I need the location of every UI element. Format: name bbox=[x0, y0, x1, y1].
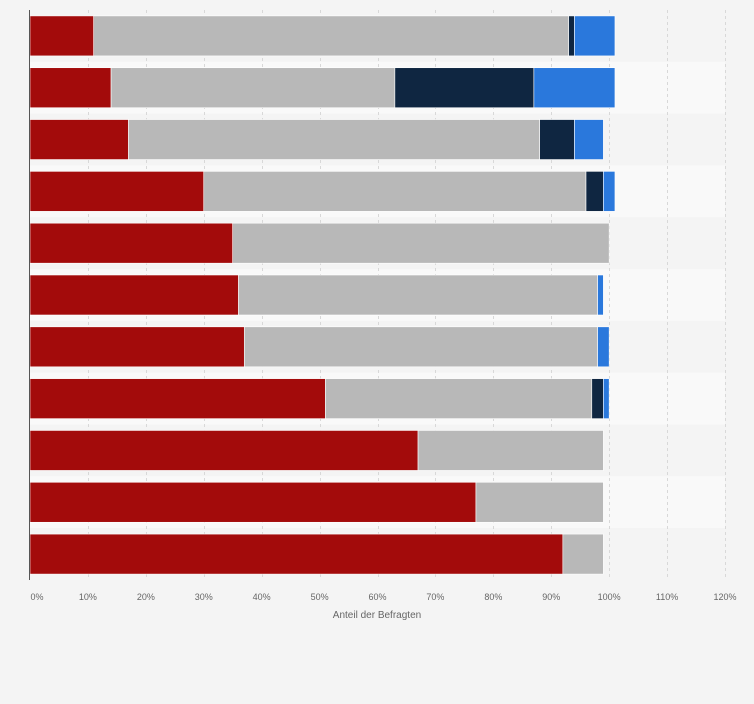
bar-segment bbox=[562, 533, 604, 575]
bar-segment bbox=[29, 378, 326, 419]
bar-segment bbox=[29, 430, 419, 471]
x-tick-label: 50% bbox=[311, 592, 329, 602]
bar-segment bbox=[574, 15, 616, 57]
bars bbox=[29, 15, 616, 575]
bar-segment bbox=[325, 378, 593, 419]
bar-segment bbox=[591, 378, 604, 419]
bar-segment bbox=[394, 67, 535, 109]
x-tick-label: 20% bbox=[137, 592, 155, 602]
bar-segment bbox=[533, 67, 616, 109]
bar-segment bbox=[29, 222, 234, 264]
x-tick-label: 90% bbox=[542, 592, 560, 602]
bar-segment bbox=[597, 274, 604, 316]
bar-segment bbox=[29, 326, 245, 368]
bar-segment bbox=[539, 119, 575, 160]
x-tick-label: 30% bbox=[195, 592, 213, 602]
x-tick-labels: 0% 10% 20% 30% 40% 50% 60% 70% 80% 90% 100% 110% 120… bbox=[30, 592, 736, 602]
x-tick-label: 10% bbox=[79, 592, 97, 602]
bar-segment bbox=[29, 274, 239, 316]
x-tick-label: 0% bbox=[30, 592, 43, 602]
bar-segment bbox=[232, 222, 610, 264]
bar-segment bbox=[417, 430, 604, 471]
x-tick-label: 80% bbox=[484, 592, 502, 602]
bar-segment bbox=[29, 15, 95, 57]
x-tick-label: 110% bbox=[656, 592, 678, 602]
bar-segment bbox=[29, 171, 205, 212]
bar-segment bbox=[238, 274, 598, 316]
bar-segment bbox=[128, 119, 540, 160]
x-tick-label: 70% bbox=[426, 592, 444, 602]
bar-segment bbox=[29, 119, 129, 160]
x-tick-label: 120% bbox=[713, 592, 736, 602]
bar-segment bbox=[243, 326, 598, 368]
x-axis-label: Anteil der Befragten bbox=[333, 610, 421, 621]
bar-segment bbox=[475, 481, 604, 523]
bar-segment bbox=[603, 171, 616, 212]
bar-segment bbox=[93, 15, 569, 57]
bar-segment bbox=[568, 15, 575, 57]
bar-segment bbox=[110, 67, 396, 109]
bar-segment bbox=[574, 119, 604, 160]
bar-segment bbox=[597, 326, 610, 368]
bar-segment bbox=[29, 67, 112, 109]
bar-segment bbox=[603, 378, 610, 419]
bar-segment bbox=[585, 171, 604, 212]
x-tick-label: 60% bbox=[368, 592, 386, 602]
bar-segment bbox=[29, 533, 564, 575]
x-tick-label: 40% bbox=[253, 592, 271, 602]
x-tick-label: 100% bbox=[598, 592, 621, 602]
bar-segment bbox=[203, 171, 587, 212]
bar-segment bbox=[29, 481, 477, 523]
